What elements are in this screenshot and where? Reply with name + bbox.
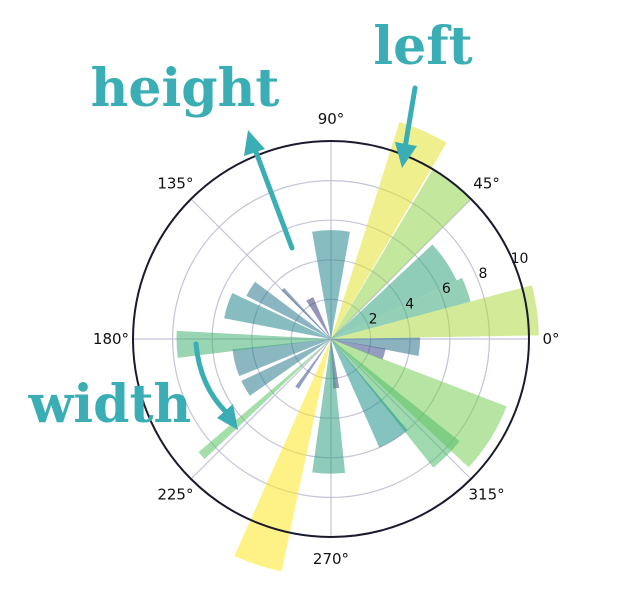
angle-tick-label: 270° (313, 550, 349, 568)
angle-tick-label: 315° (469, 486, 505, 504)
radius-tick-labels: 2 4 6 8 10 (369, 251, 529, 328)
arrow-left (395, 85, 418, 168)
bar-15 (198, 339, 331, 459)
bar-7 (331, 339, 386, 360)
angle-tick-labels: 0° 45° 90° 135° 180° 225° 270° 315° (93, 110, 560, 568)
bar-9 (331, 339, 460, 468)
bar-1 (331, 121, 447, 339)
bar-18 (176, 330, 331, 358)
angle-tick-label: 135° (157, 174, 193, 192)
bar-22 (306, 297, 331, 339)
bar-0 (312, 230, 350, 339)
annotations: left height width (28, 16, 473, 435)
radius-tick-label: 10 (511, 251, 529, 267)
bar-4 (331, 277, 471, 339)
bar-21 (281, 287, 331, 339)
polar-frame (132, 140, 530, 538)
angle-tick-label: 225° (157, 486, 193, 504)
bar-12 (312, 339, 346, 474)
radius-tick-label: 6 (442, 281, 451, 297)
annotation-width: width (28, 374, 192, 435)
bar-19 (224, 292, 331, 339)
angle-tick-label: 180° (93, 330, 129, 348)
angle-tick-label: 45° (473, 174, 500, 192)
bars (176, 121, 539, 572)
bar-8 (331, 339, 507, 468)
annotation-height: height (91, 58, 280, 119)
grid-spoke (190, 338, 332, 480)
bar-17 (232, 339, 331, 377)
annotation-left: left (373, 16, 472, 77)
bar-6 (331, 337, 421, 356)
bar-2 (331, 169, 472, 339)
arrow-width (193, 341, 238, 430)
bar-16 (241, 339, 331, 396)
bar-3 (331, 244, 457, 339)
radius-tick-label: 2 (369, 312, 378, 328)
bar-5 (331, 285, 539, 339)
arrow-height (244, 130, 295, 251)
angle-tick-label: 0° (542, 330, 559, 348)
angle-tick-label: 90° (318, 110, 345, 128)
bar-14 (295, 339, 331, 389)
bar-10 (331, 339, 408, 448)
radius-tick-label: 4 (405, 296, 414, 312)
radius-tick-label: 8 (478, 266, 487, 282)
bar-20 (246, 281, 331, 339)
bar-13 (234, 339, 331, 572)
